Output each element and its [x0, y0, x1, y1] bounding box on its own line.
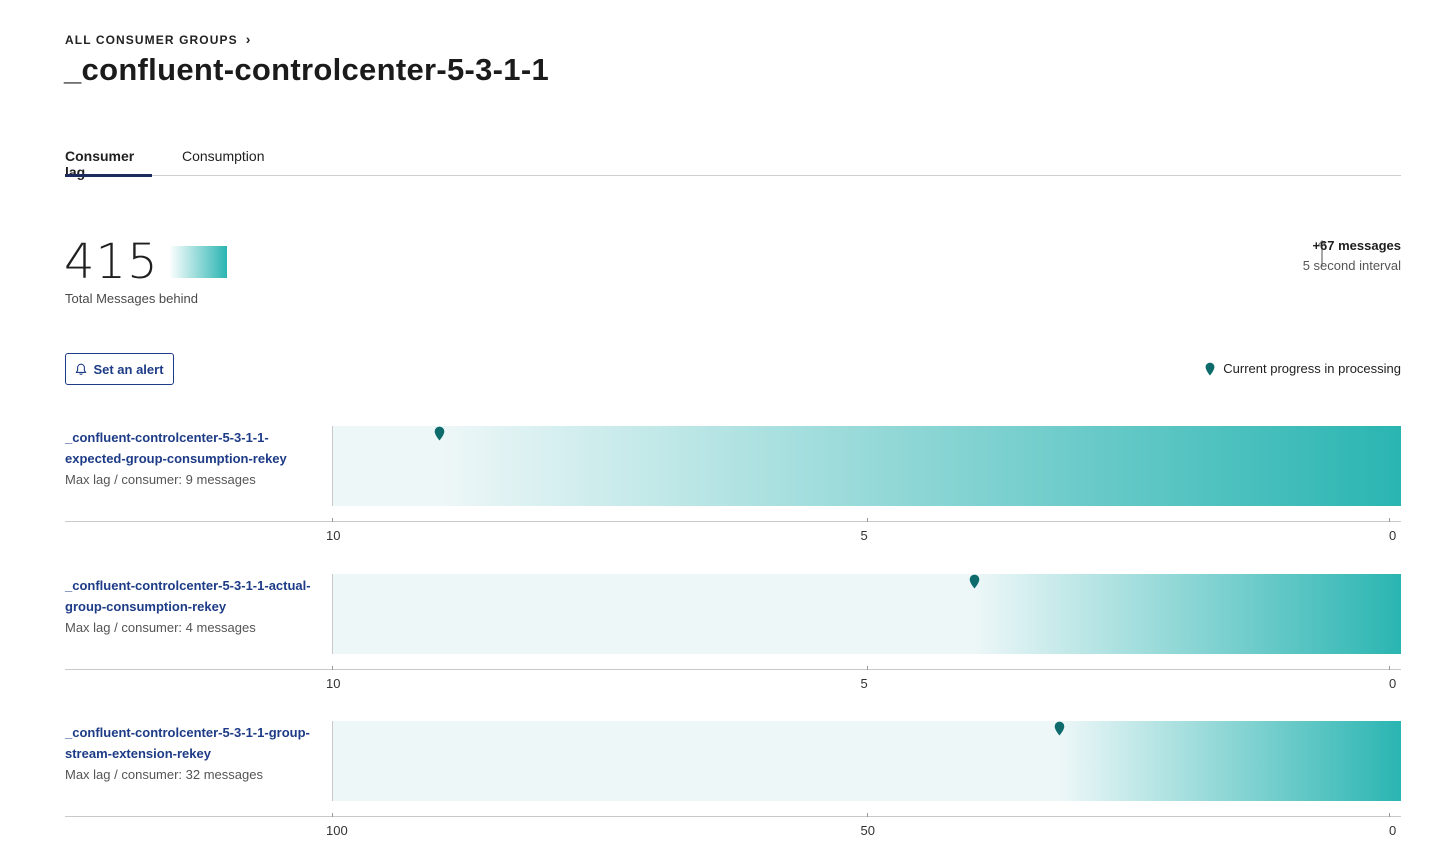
progress-marker-icon — [1055, 721, 1065, 736]
location-pin-icon — [1205, 362, 1215, 375]
consumer-group-name-line-1[interactable]: _confluent-controlcenter-5-3-1-1- — [65, 430, 269, 445]
axis-tick — [332, 813, 333, 817]
consumer-group-row: _confluent-controlcenter-5-3-1-1-group- … — [65, 721, 1401, 851]
consumer-group-row: _confluent-controlcenter-5-3-1-1- expect… — [65, 426, 1401, 556]
axis-tick-label: 5 — [860, 676, 868, 691]
total-messages-behind-label: Total Messages behind — [65, 291, 198, 306]
consumer-group-name-line-2[interactable]: stream-extension-rekey — [65, 746, 211, 761]
lag-bar — [332, 426, 1401, 506]
consumer-group-link[interactable]: _confluent-controlcenter-5-3-1-1- expect… — [65, 427, 325, 469]
axis-tick-label: 50 — [860, 823, 875, 838]
axis-tick-label: 0 — [1389, 528, 1397, 543]
bell-icon — [76, 363, 87, 375]
axis-tick-label: 5 — [860, 528, 868, 543]
axis-tick — [866, 813, 868, 817]
progress-marker-icon — [969, 574, 980, 589]
axis-tick — [332, 518, 333, 522]
page-title: _confluent-controlcenter-5-3-1-1 — [64, 52, 549, 87]
axis-line — [65, 521, 1401, 522]
progress-marker-icon — [435, 426, 445, 441]
axis-tick — [1389, 518, 1390, 522]
axis-tick — [866, 666, 868, 670]
lag-gradient-swatch — [168, 246, 227, 278]
set-alert-label: Set an alert — [93, 361, 164, 377]
axis-tick — [1389, 666, 1390, 670]
breadcrumb[interactable]: ALL CONSUMER GROUPS › — [65, 31, 252, 48]
lag-delta-value: +67 messages — [1312, 238, 1401, 253]
axis-tick-label: 10 — [326, 528, 341, 543]
consumer-group-link[interactable]: _confluent-controlcenter-5-3-1-1-group- … — [65, 722, 325, 764]
consumer-group-row: _confluent-controlcenter-5-3-1-1-actual-… — [65, 574, 1401, 704]
axis-tick-label: 10 — [326, 676, 341, 691]
axis-line — [65, 669, 1401, 670]
lag-bar — [332, 574, 1401, 654]
lag-bar-fill — [1058, 721, 1401, 801]
lag-delta: +67 messages 5 second interval — [1303, 237, 1401, 277]
arrow-up-icon — [1318, 240, 1326, 266]
consumer-group-name-line-1[interactable]: _confluent-controlcenter-5-3-1-1-actual- — [65, 578, 311, 593]
total-messages-behind-value: 415 — [64, 234, 159, 290]
axis-tick-label: 0 — [1389, 676, 1397, 691]
tab-bar: Consumer lag Consumption — [65, 148, 1401, 180]
lag-bar-fill — [438, 426, 1401, 506]
consumer-group-name-line-1[interactable]: _confluent-controlcenter-5-3-1-1-group- — [65, 725, 310, 740]
lag-delta-interval: 5 second interval — [1302, 258, 1401, 273]
legend-label: Current progress in processing — [1223, 361, 1401, 376]
axis-tick — [332, 666, 333, 670]
set-alert-button[interactable]: Set an alert — [65, 353, 174, 385]
lag-bar-fill — [973, 574, 1401, 654]
tab-consumption[interactable]: Consumption — [182, 148, 265, 164]
axis-tick-label: 0 — [1389, 823, 1397, 838]
max-lag-label: Max lag / consumer: 4 messages — [65, 620, 256, 635]
axis-line — [65, 816, 1401, 817]
breadcrumb-link[interactable]: ALL CONSUMER GROUPS — [65, 33, 238, 47]
tab-consumer-lag[interactable]: Consumer lag — [65, 148, 152, 180]
consumer-group-name-line-2[interactable]: group-consumption-rekey — [65, 599, 227, 614]
consumer-group-link[interactable]: _confluent-controlcenter-5-3-1-1-actual-… — [65, 575, 325, 617]
chevron-right-icon: › — [245, 31, 252, 47]
total-lag-summary: 415 — [64, 236, 227, 288]
axis-tick — [866, 518, 868, 522]
consumer-group-name-line-2[interactable]: expected-group-consumption-rekey — [65, 451, 287, 466]
max-lag-label: Max lag / consumer: 9 messages — [65, 472, 256, 487]
lag-bar — [332, 721, 1401, 801]
axis-tick-label: 100 — [326, 823, 348, 838]
max-lag-label: Max lag / consumer: 32 messages — [65, 767, 263, 782]
legend: Current progress in processing — [1205, 361, 1401, 376]
axis-tick — [1389, 813, 1390, 817]
